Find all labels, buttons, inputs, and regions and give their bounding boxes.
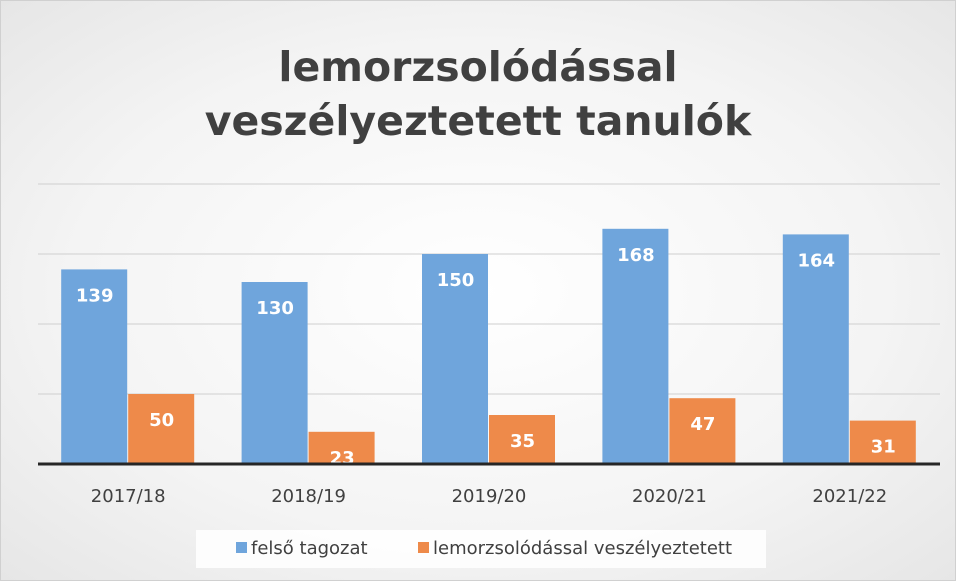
data-label: 130: [256, 298, 294, 319]
x-tick-label: 2017/18: [91, 486, 166, 507]
x-tick-label: 2019/20: [452, 486, 527, 507]
data-label: 168: [617, 245, 655, 266]
bar: [241, 282, 308, 464]
x-tick-label: 2018/19: [271, 486, 346, 507]
x-tick-label: 2021/22: [812, 486, 887, 507]
legend-label: felső tagozat: [251, 538, 368, 559]
chart-title: lemorzsolódással veszélyeztetett tanulók: [204, 43, 752, 145]
legend-box: [196, 530, 766, 568]
bar: [308, 431, 375, 464]
data-label: 23: [330, 448, 355, 469]
bar: [669, 398, 736, 464]
data-label: 164: [798, 250, 836, 271]
data-label: 150: [437, 270, 475, 291]
bar: [128, 394, 195, 464]
data-label: 47: [690, 414, 715, 435]
data-label: 35: [510, 431, 535, 452]
bar: [422, 254, 488, 464]
bar: [602, 228, 669, 464]
legend-swatch: [236, 542, 247, 553]
legend-label: lemorzsolódással veszélyeztetett: [433, 538, 732, 559]
x-tick-label: 2020/21: [632, 486, 707, 507]
data-label: 31: [871, 437, 896, 458]
legend-swatch: [418, 542, 429, 553]
bar: [849, 420, 916, 464]
data-label: 50: [149, 410, 174, 431]
bar: [489, 415, 555, 464]
bar: [61, 269, 128, 464]
bar: [782, 234, 849, 464]
data-label: 139: [76, 285, 114, 306]
